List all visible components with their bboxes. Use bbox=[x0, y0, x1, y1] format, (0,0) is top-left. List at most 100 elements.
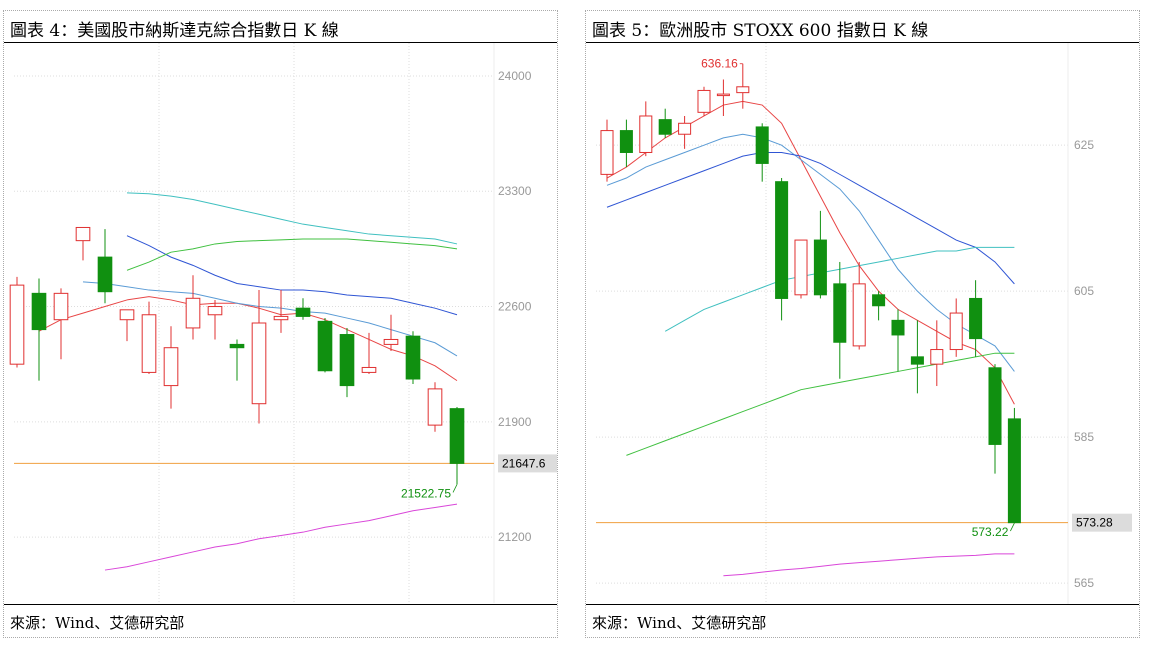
candle-body bbox=[273, 315, 289, 321]
candle bbox=[775, 178, 789, 321]
candle bbox=[53, 288, 69, 360]
y-tick-label: 585 bbox=[1074, 430, 1094, 444]
nasdaq-source-bar: 來源：Wind、艾德研究部 bbox=[4, 604, 557, 637]
candle bbox=[833, 261, 847, 379]
moving-average-line bbox=[606, 133, 1015, 372]
candle-body bbox=[317, 320, 333, 372]
y-tick-label: 565 bbox=[1074, 576, 1094, 590]
candle-body bbox=[658, 119, 672, 135]
candle bbox=[273, 290, 289, 333]
candle-body bbox=[716, 93, 730, 97]
candle-body bbox=[852, 283, 866, 347]
candle-body bbox=[31, 292, 47, 331]
low-pointer bbox=[452, 484, 458, 493]
candle bbox=[295, 298, 311, 320]
stoxx-title: 圖表 5：歐洲股市 STOXX 600 指數日 K 線 bbox=[592, 21, 929, 41]
candle-body bbox=[678, 122, 692, 135]
moving-average-line bbox=[126, 192, 458, 245]
moving-average-line bbox=[606, 151, 1015, 285]
candle-body bbox=[813, 239, 827, 296]
candle bbox=[639, 101, 653, 157]
nasdaq-source: 來源：Wind、艾德研究部 bbox=[10, 614, 185, 632]
candle bbox=[619, 119, 633, 168]
candle-body bbox=[736, 86, 750, 94]
moving-average-line bbox=[723, 553, 1015, 577]
candle-body bbox=[75, 226, 91, 242]
stoxx-source: 來源：Wind、艾德研究部 bbox=[592, 614, 767, 632]
candle-body bbox=[794, 239, 808, 296]
candle-body bbox=[775, 181, 789, 299]
y-tick-label: 24000 bbox=[498, 69, 532, 83]
candle bbox=[930, 320, 944, 387]
moving-average-line bbox=[104, 503, 458, 571]
y-tick-label: 21900 bbox=[498, 415, 532, 429]
candle-body bbox=[1007, 418, 1021, 524]
candle-body bbox=[891, 319, 905, 336]
candle bbox=[600, 119, 614, 182]
candle-body bbox=[639, 115, 653, 153]
candle bbox=[969, 280, 983, 357]
low-label: 573.22 bbox=[972, 525, 1009, 539]
candle-body bbox=[949, 312, 963, 351]
candle bbox=[31, 278, 47, 381]
candle-body bbox=[405, 335, 421, 380]
candle bbox=[163, 326, 179, 409]
candle-body bbox=[97, 256, 113, 293]
candle bbox=[697, 86, 711, 116]
stoxx-panel: 圖表 5：歐洲股市 STOXX 600 指數日 K 線 625 605 585 565… bbox=[585, 10, 1140, 638]
nasdaq-candlestick-chart: 24000 23300 22600 21900 21200 21647.6 21522.75 bbox=[9, 43, 557, 603]
candle-body bbox=[251, 322, 267, 405]
candle bbox=[1007, 407, 1021, 524]
moving-average-line bbox=[38, 296, 458, 382]
candle-body bbox=[163, 347, 179, 387]
candle bbox=[658, 108, 672, 138]
candle bbox=[339, 327, 355, 398]
candle bbox=[872, 291, 886, 321]
candle bbox=[383, 314, 399, 351]
candle bbox=[678, 115, 692, 149]
stoxx-title-bar: 圖表 5：歐洲股市 STOXX 600 指數日 K 線 bbox=[586, 11, 1139, 43]
candle-body bbox=[872, 294, 886, 307]
candle-body bbox=[383, 338, 399, 345]
low-label: 21522.75 bbox=[401, 486, 451, 500]
candle bbox=[794, 239, 808, 299]
y-tick-label: 23300 bbox=[498, 184, 532, 198]
candle-body bbox=[185, 297, 201, 329]
candle bbox=[755, 123, 769, 182]
candle bbox=[251, 290, 267, 424]
candle-body bbox=[697, 89, 711, 113]
candle-body bbox=[619, 130, 633, 153]
candle bbox=[207, 299, 223, 340]
high-label: 636.16 bbox=[701, 57, 738, 71]
candle-body bbox=[361, 366, 377, 373]
moving-average-line bbox=[606, 100, 1015, 405]
candle bbox=[317, 318, 333, 373]
candle-body bbox=[910, 356, 924, 365]
candle-body bbox=[449, 408, 465, 464]
candle-body bbox=[969, 297, 983, 340]
candle-body bbox=[141, 314, 157, 373]
candle-body bbox=[930, 349, 944, 365]
stoxx-candlestick-chart: 625 605 585 565 573.28 573.22 636.16 bbox=[596, 43, 1132, 605]
candle bbox=[716, 79, 730, 116]
candle-body bbox=[53, 292, 69, 321]
moving-average-line bbox=[126, 238, 458, 271]
candle-body bbox=[755, 126, 769, 164]
y-tick-label: 625 bbox=[1074, 138, 1094, 152]
candle-body bbox=[988, 367, 1002, 445]
last-value-label: 573.28 bbox=[1076, 516, 1113, 530]
candle bbox=[891, 309, 905, 372]
candle-body bbox=[9, 284, 25, 365]
candle bbox=[988, 364, 1002, 474]
candle-body bbox=[119, 309, 135, 321]
candle bbox=[405, 331, 421, 384]
candle bbox=[229, 339, 245, 381]
candle bbox=[75, 226, 91, 261]
last-value-box bbox=[498, 454, 557, 473]
moving-average-line bbox=[82, 281, 458, 357]
nasdaq-title-bar: 圖表 4：美國股市納斯達克綜合指數日 K 線 bbox=[4, 11, 557, 43]
last-value-label: 21647.6 bbox=[502, 456, 546, 470]
candle-body bbox=[229, 343, 245, 349]
candle-body bbox=[427, 388, 443, 426]
candle bbox=[910, 320, 924, 394]
